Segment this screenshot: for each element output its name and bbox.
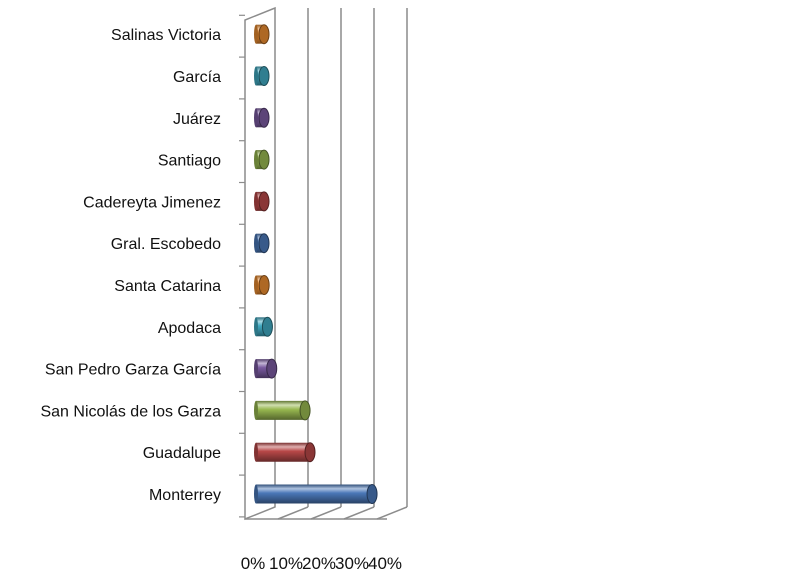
bar xyxy=(254,191,270,212)
category-label: San Pedro Garza García xyxy=(45,362,221,379)
bar-base xyxy=(254,191,258,211)
floor-gridline xyxy=(310,506,342,520)
category-label: García xyxy=(173,69,221,86)
bar-cap xyxy=(258,233,270,254)
side-wall xyxy=(244,6,276,521)
chart-walls xyxy=(239,6,387,521)
category-label: Gral. Escobedo xyxy=(111,236,221,253)
bar-body xyxy=(256,484,373,504)
x-tick-label: 30% xyxy=(335,554,369,571)
category-label: Apodaca xyxy=(158,320,221,337)
bar xyxy=(254,316,273,337)
bar-base xyxy=(254,24,258,44)
bar xyxy=(254,442,316,463)
bar xyxy=(254,484,378,504)
bar xyxy=(254,358,278,379)
x-tick-label: 40% xyxy=(368,554,402,571)
floor-gridline xyxy=(343,506,375,520)
bar-cap xyxy=(261,316,273,337)
category-label: Santiago xyxy=(158,153,221,170)
x-tick-label: 0% xyxy=(241,554,266,571)
floor-gridline xyxy=(376,506,408,520)
bar-base xyxy=(254,442,258,462)
bar xyxy=(254,107,270,128)
category-labels: Monterrey Guadalupe San Nicolás de los Gar… xyxy=(40,27,221,504)
x-tick-label: 20% xyxy=(302,554,336,571)
bar-base xyxy=(254,359,258,379)
category-label: Cadereyta Jimenez xyxy=(83,194,221,211)
bar-base xyxy=(254,484,258,504)
bar-cap xyxy=(258,66,270,86)
bar-cap xyxy=(299,400,311,421)
bar-cap xyxy=(366,484,378,504)
bar-body xyxy=(256,400,306,420)
bar xyxy=(254,400,311,421)
bar-base xyxy=(254,66,258,86)
category-label: Santa Catarina xyxy=(114,278,221,295)
bar-cap xyxy=(266,358,278,379)
bar-cap xyxy=(258,191,270,212)
bar xyxy=(254,24,270,45)
floor-gridline xyxy=(277,506,309,520)
bar-body xyxy=(256,442,311,462)
bar-cap xyxy=(258,149,270,170)
x-tick-labels: 0% 10%20%30%40% xyxy=(241,554,402,571)
bar-base xyxy=(254,108,258,128)
bar-cap xyxy=(304,442,316,463)
bar-base xyxy=(254,400,258,420)
bar-base xyxy=(254,317,258,337)
bars xyxy=(254,24,378,504)
gridlines xyxy=(277,8,408,520)
category-label: San Nicolás de los Garza xyxy=(40,403,221,420)
bar-cap xyxy=(258,275,270,295)
category-label: Guadalupe xyxy=(143,445,221,462)
bar-base xyxy=(254,150,258,170)
bar-base xyxy=(254,233,258,253)
bar xyxy=(254,66,270,86)
category-label: Monterrey xyxy=(149,487,221,504)
bar-base xyxy=(254,275,258,295)
bar xyxy=(254,233,270,254)
bar-cap xyxy=(258,107,270,128)
bar-cap xyxy=(258,24,270,45)
x-tick-label: 10% xyxy=(269,554,303,571)
category-label: Salinas Victoria xyxy=(111,27,221,44)
category-label: Juárez xyxy=(173,111,221,128)
bar xyxy=(254,149,270,170)
bar xyxy=(254,275,270,295)
